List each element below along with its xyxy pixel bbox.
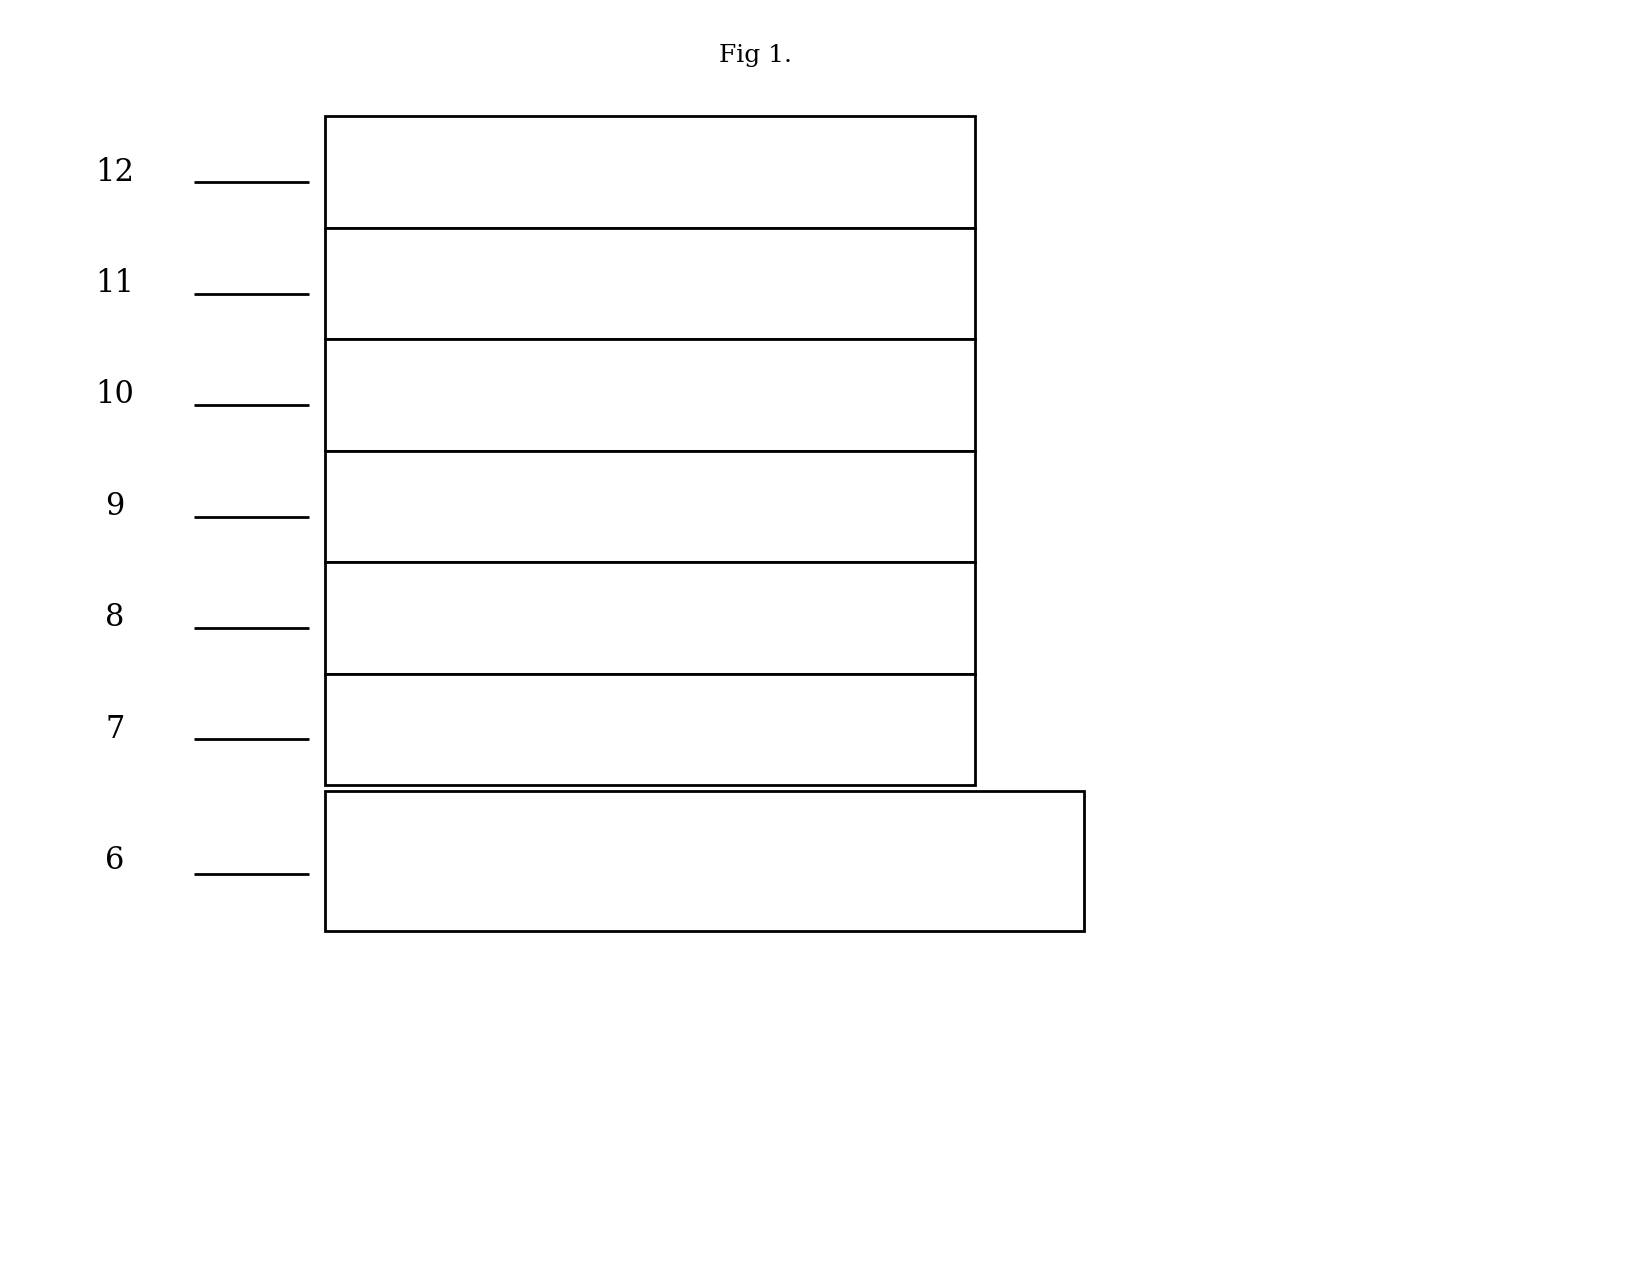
Bar [325,451,975,562]
Bar [325,674,975,785]
Bar [325,339,975,451]
Text: Fig 1.: Fig 1. [719,44,791,67]
Text: 12: 12 [95,157,135,187]
Bar [325,228,975,339]
Bar [325,116,975,228]
Text: 7: 7 [105,714,125,744]
Text: 9: 9 [105,491,125,522]
Text: 10: 10 [95,380,135,410]
Text: 11: 11 [95,268,135,299]
Text: 8: 8 [105,603,125,633]
Text: 6: 6 [105,846,125,876]
Bar [325,562,975,674]
Bar [325,791,1084,931]
